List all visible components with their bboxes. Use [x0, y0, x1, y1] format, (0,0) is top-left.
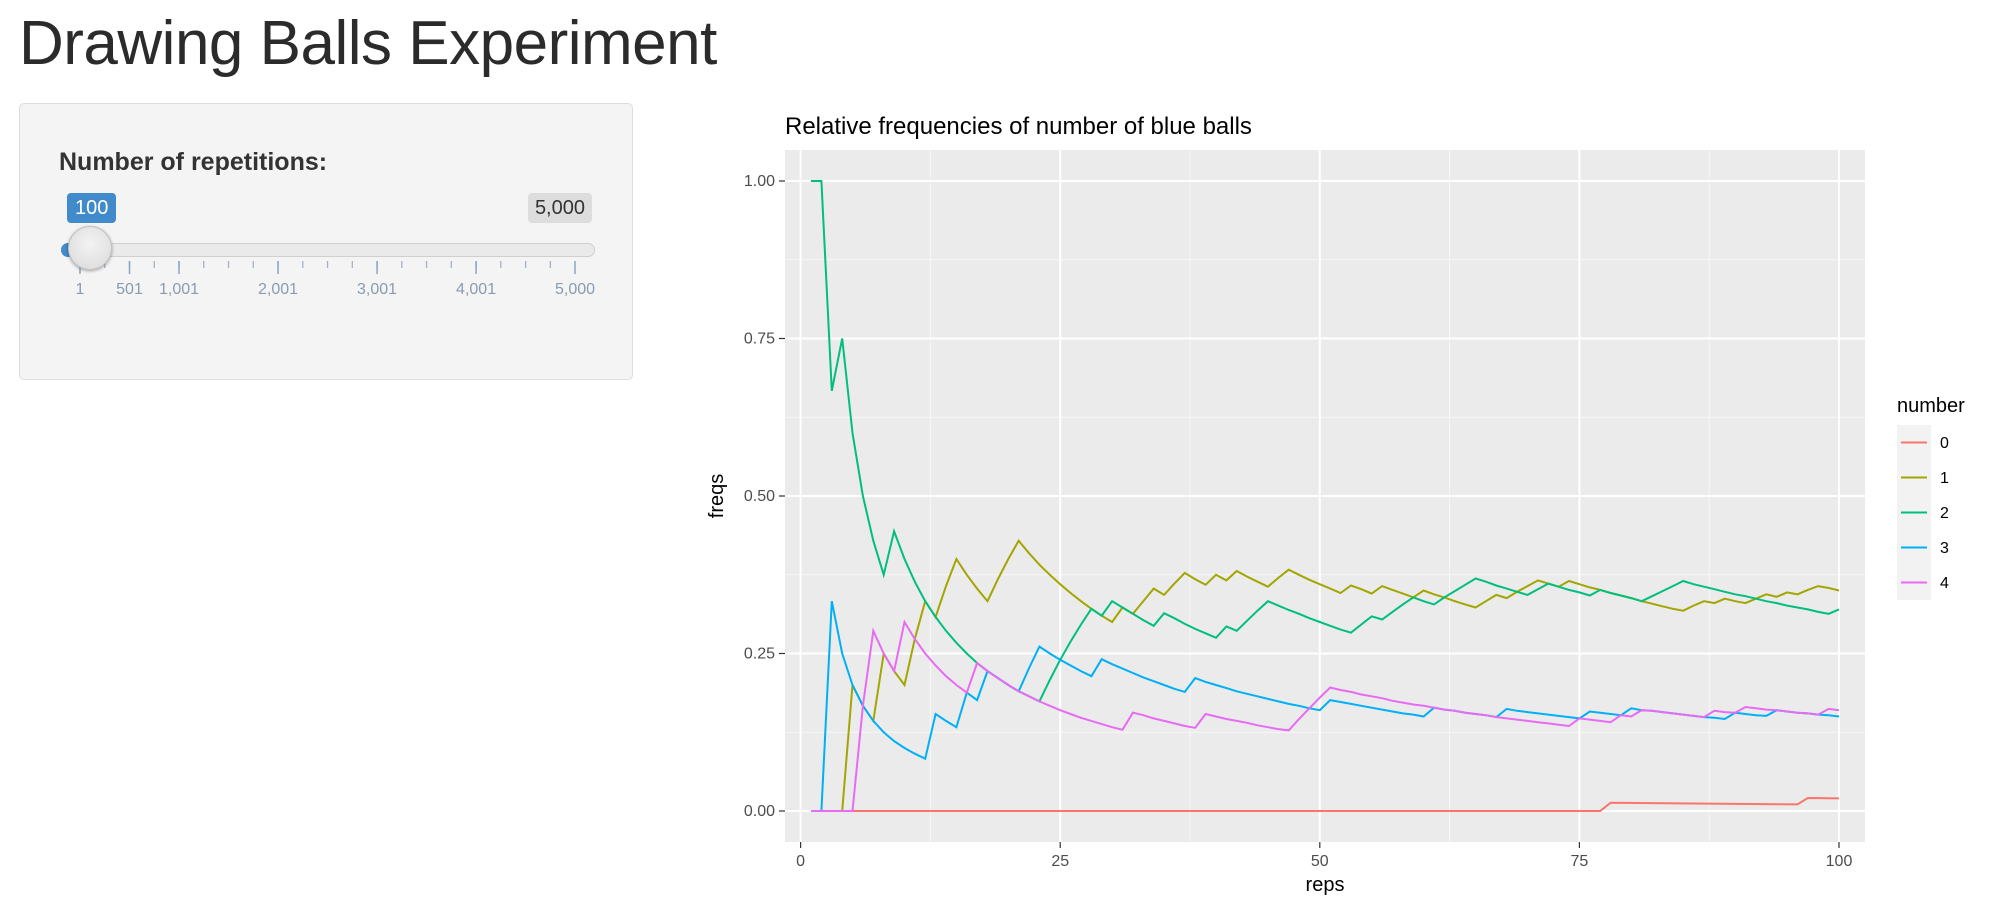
y-tick-label: 0.75 [744, 331, 775, 348]
legend-label: 4 [1940, 575, 1949, 592]
legend-label: 3 [1940, 540, 1949, 557]
y-tick-label: 1.00 [744, 173, 775, 190]
y-tick-label: 0.50 [744, 488, 775, 505]
y-tick-label: 0.25 [744, 646, 775, 663]
slider-tick-label: 4,001 [456, 281, 496, 298]
sidebar-panel: Number of repetitions: 100 5,000 1 501 1,0… [19, 103, 633, 380]
legend-label: 0 [1940, 435, 1949, 452]
slider-tick-label: 1 [76, 281, 85, 298]
page-title: Drawing Balls Experiment [19, 9, 717, 78]
x-tick-label: 100 [1826, 853, 1853, 870]
legend-label: 2 [1940, 505, 1949, 522]
chart-title: Relative frequencies of number of blue b… [785, 113, 1252, 140]
y-tick-label: 0.00 [744, 803, 775, 820]
slider-grid: 1 501 1,001 2,001 3,001 4,001 5,000 [76, 261, 595, 298]
repetitions-label: Number of repetitions: [59, 148, 328, 176]
x-tick-label: 25 [1051, 853, 1069, 870]
x-tick-label: 0 [796, 853, 805, 870]
x-tick-label: 50 [1311, 853, 1329, 870]
slider-tick-label: 2,001 [258, 281, 298, 298]
y-axis-title: freqs [706, 474, 728, 518]
x-axis-title: reps [1306, 874, 1345, 896]
slider-handle[interactable] [67, 226, 112, 270]
series-line-1 [811, 538, 1840, 812]
x-tick-label: 75 [1571, 853, 1589, 870]
series-line-4 [811, 619, 1840, 812]
slider-tick-label: 1,001 [159, 281, 199, 298]
legend-title: number [1897, 395, 1965, 417]
slider-tick-label: 501 [116, 281, 143, 298]
slider-tick-label: 5,000 [555, 281, 595, 298]
slider-tick-label: 3,001 [357, 281, 397, 298]
slider-value-badge: 100 [67, 193, 117, 223]
legend-label: 1 [1940, 470, 1949, 487]
slider-max-badge: 5,000 [527, 193, 592, 223]
series-line-0 [811, 796, 1840, 812]
